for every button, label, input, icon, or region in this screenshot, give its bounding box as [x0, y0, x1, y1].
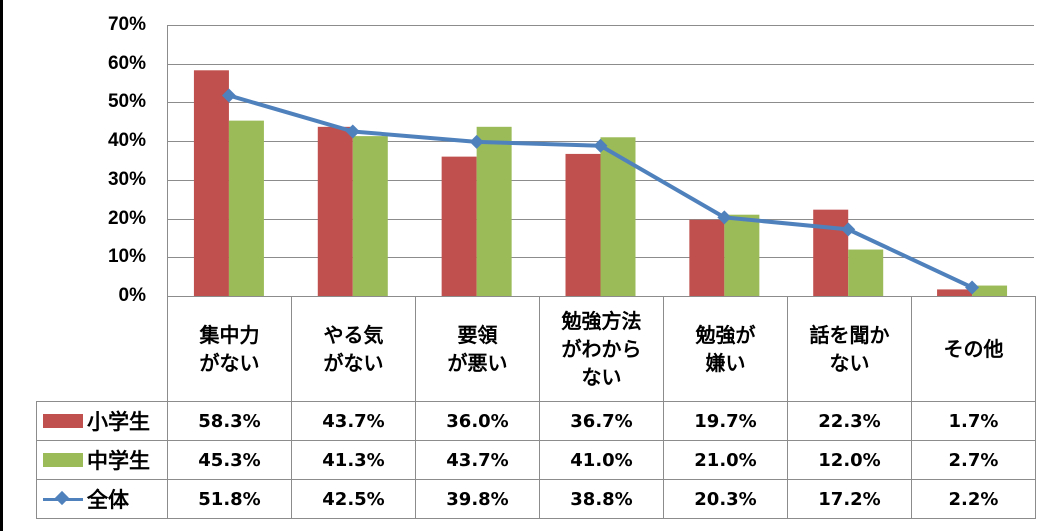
y-tick-label: 50% — [107, 91, 146, 113]
diamond-marker-icon — [469, 134, 484, 149]
diamond-marker-icon — [593, 138, 608, 153]
bar-junior-high — [724, 214, 760, 296]
series-row: 中学生 45.3% 41.3% 43.7% 41.0% 21.0% 12.0% 2.7% — [36, 440, 1036, 480]
y-tick-label: 70% — [107, 14, 146, 35]
diamond-marker-icon — [965, 280, 980, 295]
category-label-line: ない — [581, 365, 622, 389]
category-label-line: 話を聞か — [809, 323, 890, 347]
bar-junior-high — [972, 285, 1008, 296]
category-label: 勉強が 嫌い — [663, 296, 788, 402]
value-cell: 20.3% — [663, 479, 788, 519]
y-tick-label: 10% — [107, 246, 146, 268]
value-cell: 36.0% — [415, 401, 540, 441]
value-cell: 22.3% — [787, 401, 912, 441]
bar-elementary — [937, 289, 973, 296]
value-cell: 43.7% — [415, 440, 540, 480]
legend-line-diamond-icon — [43, 490, 83, 506]
value-cell: 19.7% — [663, 401, 788, 441]
category-label-line: やる気 — [323, 323, 384, 347]
diamond-marker-icon — [717, 210, 732, 225]
bar-junior-high — [352, 136, 388, 296]
legend-label: 小学生 — [87, 410, 150, 434]
value-cell: 58.3% — [167, 401, 292, 441]
bar-elementary — [813, 209, 849, 296]
left-border — [0, 0, 3, 531]
category-label-line: が悪い — [447, 351, 508, 375]
y-tick-label: 20% — [107, 207, 146, 229]
value-cell: 41.3% — [291, 440, 416, 480]
value-cell: 51.8% — [167, 479, 292, 519]
legend-label: 全体 — [87, 488, 129, 512]
category-label: やる気 がない — [291, 296, 416, 402]
legend-entry: 小学生 — [36, 401, 168, 441]
value-cell: 2.2% — [911, 479, 1036, 519]
bar-junior-high — [476, 126, 512, 296]
legend-label: 中学生 — [87, 449, 150, 473]
bar-elementary — [193, 70, 229, 296]
value-cell: 45.3% — [167, 440, 292, 480]
value-cell: 42.5% — [291, 479, 416, 519]
category-label-line: 集中力 — [199, 323, 260, 347]
diamond-marker-icon — [345, 124, 360, 139]
value-cell: 41.0% — [539, 440, 664, 480]
bar-elementary — [441, 156, 477, 296]
category-label: 勉強方法がわからない — [539, 296, 664, 402]
data-table: 集中力 がない やる気 がない 要領 が悪い 勉強方法 がわから ない 勉強が 嫌い 話を聞か ない その… — [36, 296, 1036, 519]
category-label: 集中力 がない — [167, 296, 292, 402]
value-cell: 43.7% — [291, 401, 416, 441]
value-cell: 36.7% — [539, 401, 664, 441]
bar-elementary — [689, 219, 725, 296]
category-label-line: ない — [829, 351, 870, 375]
legend-entry: 全体 — [36, 479, 168, 519]
legend-swatch-icon — [43, 453, 83, 467]
series-row: 全体 51.8% 42.5% 39.8% 38.8% 20.3% 17.2% 2.2% — [36, 479, 1036, 519]
legend-entry: 中学生 — [36, 440, 168, 480]
diamond-marker-icon — [841, 222, 856, 237]
category-label: その他 — [911, 296, 1036, 402]
value-cell: 1.7% — [911, 401, 1036, 441]
category-label-line: 勉強が — [695, 323, 756, 347]
category-label-line: がない — [323, 351, 384, 375]
bar-elementary — [317, 126, 353, 296]
category-header-row: 集中力 がない やる気 がない 要領 が悪い 勉強方法 がわから ない 勉強が 嫌い 話を聞か ない その… — [36, 296, 1036, 402]
value-cell: 17.2% — [787, 479, 912, 519]
corner-cell — [36, 296, 168, 402]
series-row: 小学生 58.3% 43.7% 36.0% 36.7% 19.7% 22.3% 1.7% — [36, 401, 1036, 441]
value-cell: 39.8% — [415, 479, 540, 519]
y-tick-label: 30% — [107, 168, 146, 190]
legend-swatch-icon — [43, 414, 83, 428]
diamond-marker-icon — [221, 88, 236, 103]
category-label-line: 勉強方法 — [561, 309, 642, 333]
category-label: 要領 が悪い — [415, 296, 540, 402]
category-label: 話を聞か ない — [787, 296, 912, 402]
category-label-line: がわから — [561, 337, 642, 361]
value-cell: 21.0% — [663, 440, 788, 480]
y-tick-label: 60% — [107, 52, 146, 74]
bar-elementary — [565, 153, 601, 296]
value-cell: 12.0% — [787, 440, 912, 480]
bar-junior-high — [228, 120, 264, 296]
category-label-line: がない — [199, 351, 260, 375]
y-tick-label: 40% — [107, 130, 146, 152]
value-cell: 38.8% — [539, 479, 664, 519]
plot-area — [167, 25, 1034, 297]
category-label-line: 要領 — [457, 323, 498, 347]
category-label-line: その他 — [943, 337, 1004, 361]
value-cell: 2.7% — [911, 440, 1036, 480]
bar-junior-high — [848, 249, 884, 296]
category-label-line: 嫌い — [705, 351, 746, 375]
